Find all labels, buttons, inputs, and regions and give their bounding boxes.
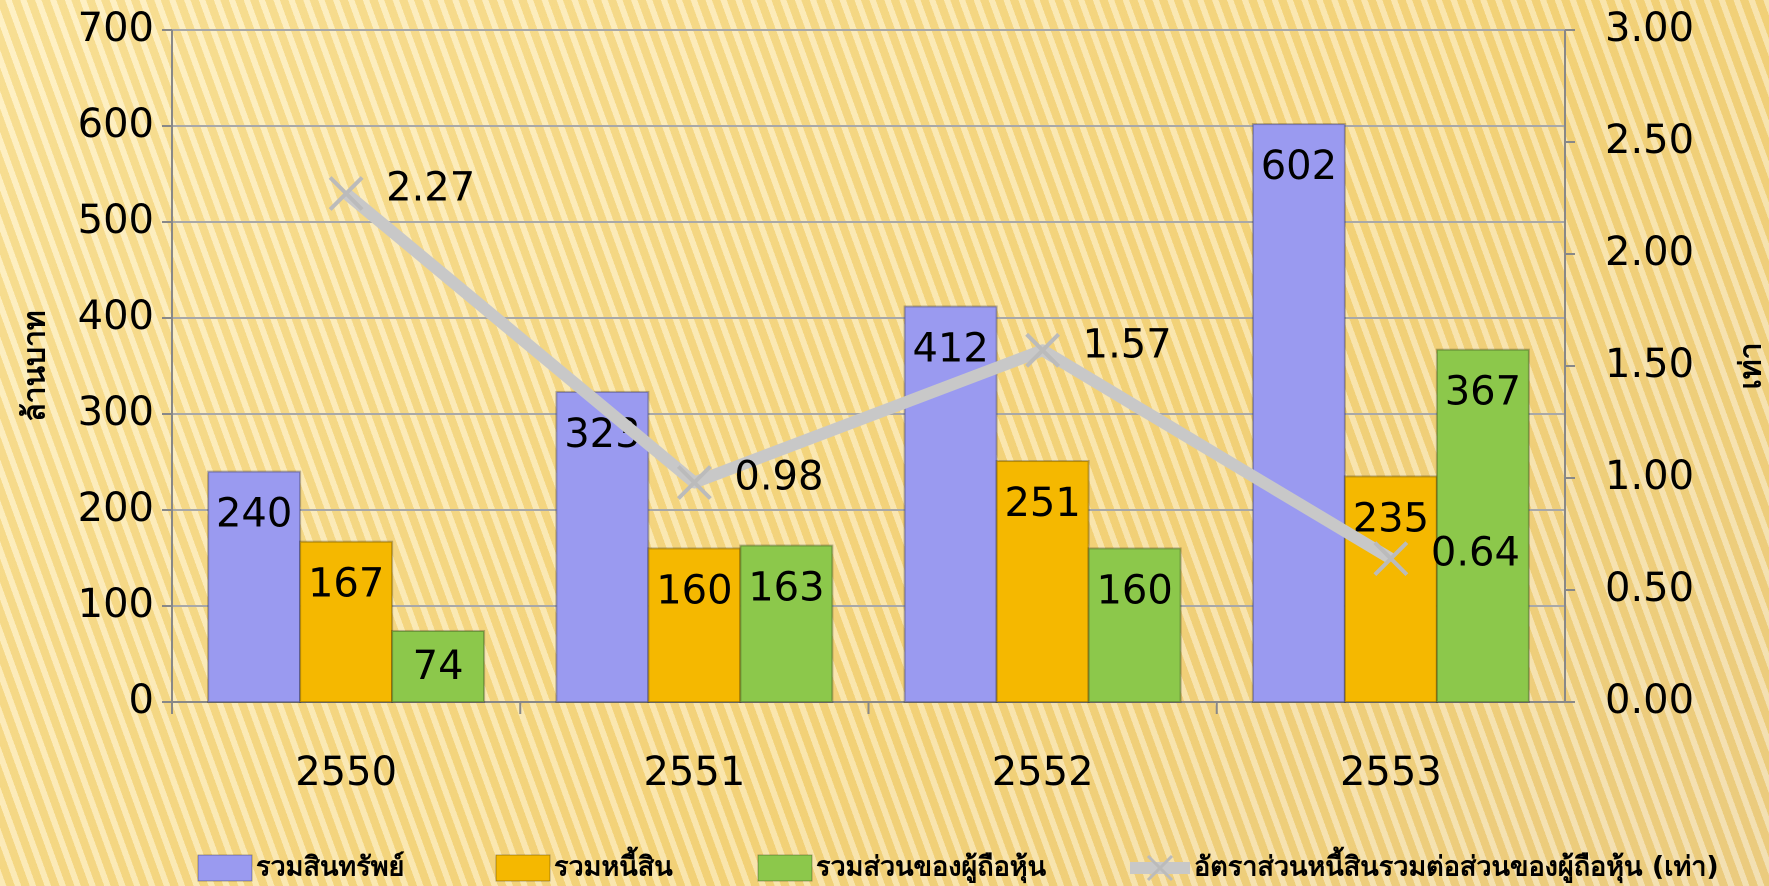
y-tick-label: 400: [78, 293, 154, 339]
y2-tick-label: 0.50: [1605, 565, 1694, 611]
line-value-label: 2.27: [386, 165, 475, 211]
bar-value-label: 160: [656, 567, 732, 613]
y-tick-label: 700: [78, 5, 154, 51]
legend-label: รวมส่วนของผู้ถือหุ้น: [816, 852, 1047, 884]
y2-tick-label: 1.00: [1605, 453, 1694, 499]
legend-label: รวมสินทรัพย์: [256, 851, 404, 883]
y-tick-label: 200: [78, 485, 154, 531]
y2-tick-label: 1.50: [1605, 341, 1694, 387]
bar: [299, 540, 394, 703]
y2-tick-label: 2.00: [1605, 229, 1694, 275]
legend-label: รวมหนี้สิน: [554, 846, 673, 883]
bar-value-label: 163: [748, 565, 824, 611]
line-value-label: 0.64: [1431, 530, 1520, 576]
bar: [391, 629, 486, 704]
bar-value-label: 602: [1261, 143, 1337, 189]
legend-marker: [1146, 854, 1174, 882]
bar: [1087, 547, 1182, 704]
ratio-marker: [1025, 332, 1061, 368]
ratio-line: [342, 188, 1394, 564]
x-tick-label: 2550: [295, 749, 397, 795]
x-tick-label: 2552: [992, 749, 1094, 795]
bar-value-label: 235: [1353, 495, 1429, 541]
y2-tick-label: 3.00: [1605, 5, 1694, 51]
ratio-marker: [328, 176, 364, 211]
y2-tick-label: 2.50: [1605, 117, 1694, 163]
bar: [1343, 475, 1438, 703]
legend-swatch: [495, 854, 551, 882]
bar-value-label: 167: [308, 561, 384, 607]
x-tick-label: 2553: [1340, 749, 1442, 795]
y-tick-label: 600: [78, 101, 154, 147]
y2-tick-label: 0.00: [1605, 677, 1694, 723]
legend-label: อัตราส่วนหนี้สินรวมต่อส่วนของผู้ถือหุ้น …: [1194, 846, 1719, 884]
bar: [739, 544, 834, 704]
line-value-label: 1.57: [1083, 321, 1172, 367]
y-tick-label: 300: [78, 389, 154, 435]
y-axis-title: ล้านบาท: [18, 310, 53, 421]
bar: [1251, 123, 1346, 703]
bar-value-label: 74: [413, 643, 464, 689]
legend-swatch: [197, 854, 253, 882]
bar: [555, 390, 650, 703]
legend-swatch: [757, 854, 813, 882]
bar: [1435, 348, 1530, 703]
y-tick-label: 0: [129, 677, 154, 723]
bar-value-label: 160: [1096, 567, 1172, 613]
bar-value-label: 240: [216, 491, 292, 537]
bar-value-label: 367: [1445, 369, 1521, 415]
ratio-marker: [676, 465, 712, 500]
line-value-label: 0.98: [734, 453, 823, 499]
x-tick-label: 2551: [643, 749, 745, 795]
bar: [647, 547, 742, 704]
bar-value-label: 412: [912, 325, 988, 371]
ratio-marker: [1373, 541, 1409, 577]
bar: [995, 460, 1090, 704]
y-tick-label: 100: [78, 581, 154, 627]
bar-value-label: 251: [1004, 480, 1080, 526]
y2-axis-title: เท่า: [1734, 343, 1769, 390]
y-tick-label: 500: [78, 197, 154, 243]
